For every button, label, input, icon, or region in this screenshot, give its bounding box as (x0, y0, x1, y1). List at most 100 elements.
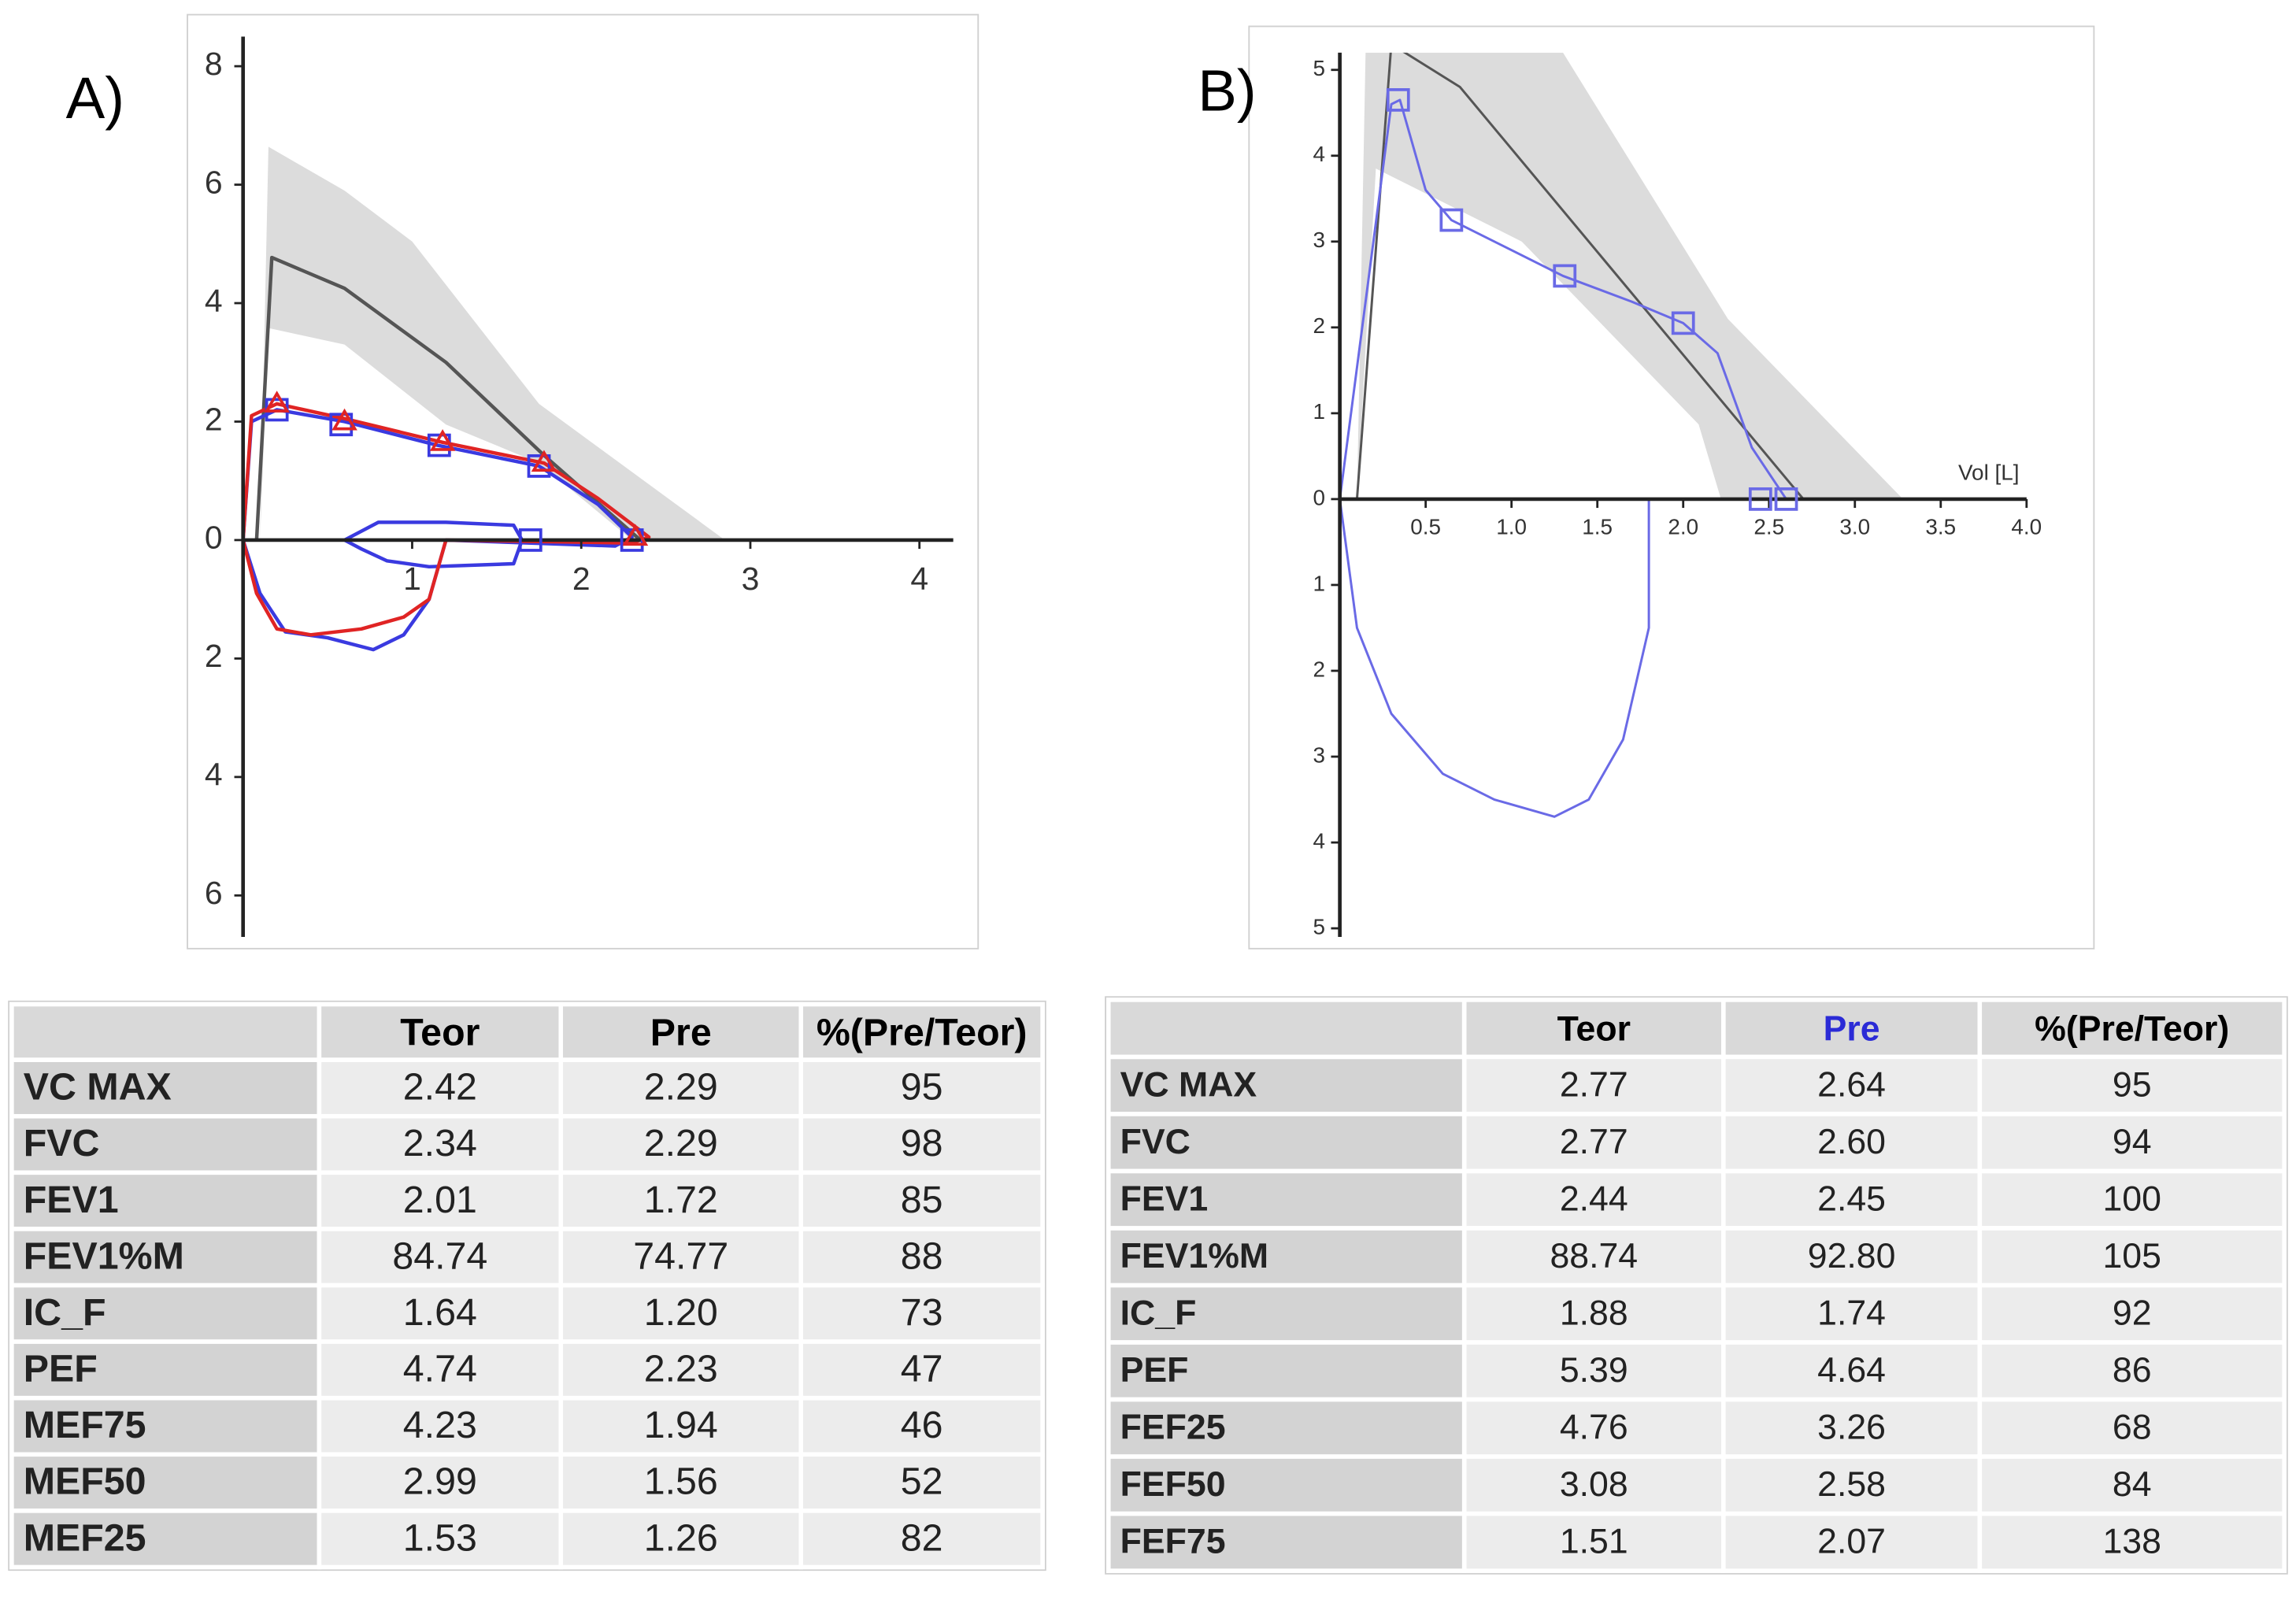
header-cell (1721, 998, 1983, 1060)
flow-volume-curve (254, 255, 642, 542)
cell-value: 46 (901, 1404, 943, 1446)
column-header: Teor (400, 1011, 480, 1053)
value-cell (317, 1113, 564, 1175)
cell-value: 138 (2102, 1522, 2161, 1560)
row-label-cell (1105, 1112, 1467, 1174)
y-tick-label: 2 (205, 401, 223, 437)
panel-label: A) (66, 65, 124, 131)
cell-value: 52 (901, 1460, 943, 1503)
cell-value: 1.64 (403, 1291, 477, 1334)
cell-value: 2.99 (403, 1460, 477, 1503)
y-tick-label: 5 (1313, 56, 1326, 80)
value-cell (1721, 1226, 1983, 1288)
value-cell (1721, 1454, 1983, 1516)
cell-value: 4.76 (1560, 1408, 1628, 1446)
marker (1774, 487, 1798, 511)
x-tick-label: 0.5 (1410, 514, 1441, 539)
cell-value: 3.08 (1560, 1465, 1628, 1504)
x-tick-label: 3 (742, 561, 760, 597)
cell-value: 3.26 (1817, 1408, 1886, 1446)
flow-volume-curve (1355, 52, 1805, 500)
y-tick-label: 6 (205, 164, 223, 200)
cell-value: 4.64 (1817, 1351, 1886, 1390)
y-tick-label: 5 (1313, 914, 1326, 938)
row-label-cell (9, 1395, 322, 1457)
value-cell (798, 1057, 1045, 1119)
x-tick-label: 3.0 (1839, 514, 1870, 539)
y-tick-label: 0 (205, 520, 223, 556)
marker (1671, 311, 1695, 335)
marker (527, 454, 551, 478)
row-label: FVC (1120, 1123, 1191, 1161)
value-cell (798, 1452, 1045, 1513)
value-cell (317, 1452, 564, 1513)
column-header: Teor (1557, 1010, 1631, 1049)
x-tick-label: 1.0 (1496, 514, 1527, 539)
row-label: FEV1%M (24, 1235, 184, 1277)
marker (518, 528, 543, 552)
value-cell (798, 1339, 1045, 1401)
marker (622, 524, 649, 546)
row-label: MEF75 (24, 1404, 146, 1446)
row-label: VC MAX (24, 1066, 172, 1109)
reference-band (260, 146, 725, 540)
marker (1439, 208, 1464, 232)
cell-value: 88.74 (1550, 1237, 1638, 1275)
cell-value: 1.88 (1560, 1294, 1628, 1332)
x-tick-label: 2.0 (1668, 514, 1698, 539)
header-cell (558, 1001, 804, 1062)
row-label-cell (9, 1339, 322, 1401)
x-tick-label: 1.5 (1582, 514, 1613, 539)
column-header: %(Pre/Teor) (817, 1011, 1028, 1053)
value-cell (558, 1113, 804, 1175)
x-tick-label: 1 (403, 561, 421, 597)
cell-value: 98 (901, 1122, 943, 1164)
cell-value: 105 (2102, 1237, 2161, 1275)
y-tick-label: 4 (205, 757, 223, 793)
value-cell (1977, 1112, 2287, 1174)
y-tick-label: 2 (1313, 657, 1326, 681)
cell-value: 2.45 (1817, 1179, 1886, 1218)
header-cell (798, 1001, 1045, 1062)
row-label-cell (1105, 1397, 1467, 1459)
row-label: MEF25 (24, 1516, 146, 1559)
cell-value: 2.42 (403, 1066, 477, 1109)
cell-value: 88 (901, 1235, 943, 1277)
marker (429, 429, 456, 451)
cell-value: 1.26 (644, 1516, 718, 1559)
value-cell (1977, 1397, 2287, 1459)
cell-value: 2.29 (644, 1066, 718, 1109)
value-cell (1721, 1511, 1983, 1573)
cell-value: 74.77 (633, 1235, 728, 1277)
value-cell (558, 1283, 804, 1344)
panel-label: B) (1198, 58, 1256, 124)
x-tick-label: 4 (910, 561, 928, 597)
x-tick-label: 3.5 (1925, 514, 1956, 539)
cell-value: 1.94 (644, 1404, 718, 1446)
y-tick-label: 1 (1313, 399, 1326, 424)
row-label: FVC (24, 1122, 100, 1164)
y-tick-label: 8 (205, 46, 223, 82)
reference-band (1357, 52, 1903, 499)
value-cell (1977, 1454, 2287, 1516)
cell-value: 2.23 (644, 1348, 718, 1390)
cell-value: 2.29 (644, 1122, 718, 1164)
x-tick-label: 2 (572, 561, 591, 597)
marker (1748, 487, 1772, 511)
cell-value: 5.39 (1560, 1351, 1628, 1390)
cell-value: 94 (2113, 1123, 2152, 1161)
marker (264, 391, 290, 413)
cell-value: 4.74 (403, 1348, 477, 1390)
y-tick-label: 3 (1313, 742, 1326, 767)
header-cell (317, 1001, 564, 1062)
cell-value: 2.64 (1817, 1065, 1886, 1104)
cell-value: 92 (2113, 1294, 2152, 1332)
x-tick-label: 2.5 (1753, 514, 1784, 539)
cell-value: 2.60 (1817, 1123, 1886, 1161)
cell-value: 1.53 (403, 1516, 477, 1559)
value-cell (1977, 1283, 2287, 1345)
column-header: Pre (1824, 1010, 1880, 1049)
row-label-cell (1105, 1340, 1467, 1402)
y-tick-label: 0 (1313, 485, 1326, 509)
